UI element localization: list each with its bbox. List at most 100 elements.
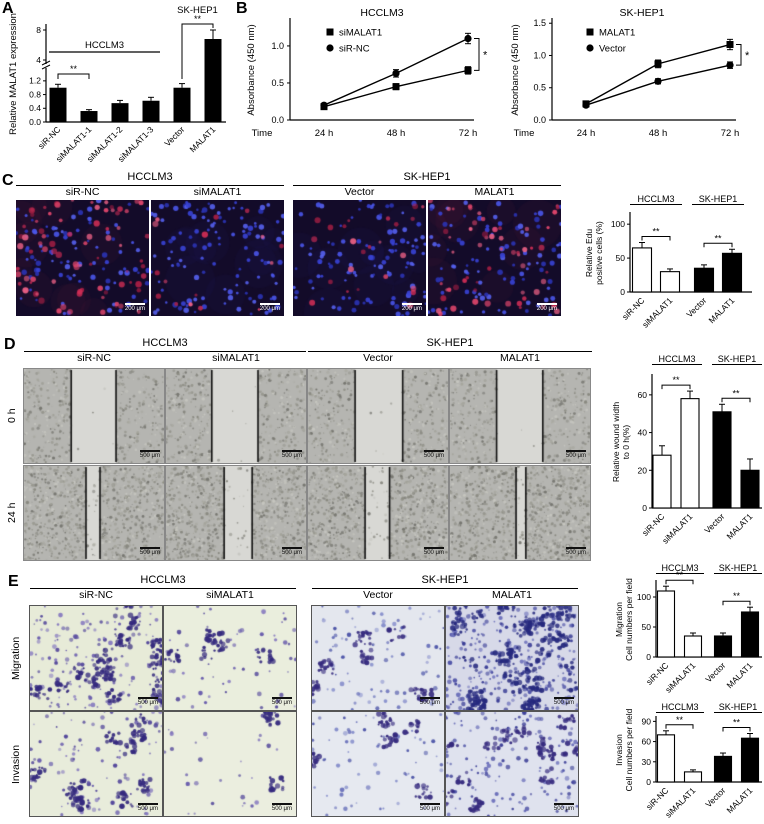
svg-text:72 h: 72 h — [459, 128, 478, 139]
panelC-col-simalat1: siMALAT1 — [193, 186, 242, 198]
svg-text:0: 0 — [620, 287, 625, 297]
edu-image-skhep1-malat1-canvas — [428, 200, 561, 316]
svg-text:Vector: Vector — [684, 295, 708, 319]
svg-text:1.0: 1.0 — [533, 50, 546, 60]
scale-bar: 200 μm — [402, 303, 422, 313]
transwell-image-sirnc-migration-canvas — [30, 606, 162, 710]
scale-bar: 500 μm — [138, 697, 158, 707]
scale-bar: 500 μm — [566, 547, 586, 557]
wound-image-malat1-24h-canvas — [450, 466, 590, 560]
svg-text:60: 60 — [642, 737, 652, 747]
panelC-col-vector: Vector — [344, 186, 375, 198]
svg-text:SK-HEP1: SK-HEP1 — [719, 563, 758, 573]
edu-image-hcclm3-sirnc-canvas — [16, 200, 149, 316]
svg-text:MALAT1: MALAT1 — [724, 511, 754, 541]
edu-image-skhep1-vector-canvas — [293, 200, 426, 316]
svg-text:MALAT1: MALAT1 — [187, 124, 217, 154]
svg-text:0.8: 0.8 — [29, 89, 41, 99]
svg-text:**: ** — [732, 388, 740, 398]
svg-text:MALAT1: MALAT1 — [724, 660, 754, 690]
transwell-image-sirnc-invasion-canvas — [30, 712, 162, 816]
scale-bar: 500 μm — [424, 450, 444, 460]
svg-text:siMALAT1: siMALAT1 — [640, 295, 675, 330]
panelD-col-sirnc: siR-NC — [77, 352, 111, 364]
svg-text:50: 50 — [616, 253, 626, 263]
svg-text:siR-NC: siR-NC — [644, 660, 670, 686]
edu-image-hcclm3-sirnc: 200 μm — [16, 200, 149, 316]
transwell-image-simalat1-migration: 500 μm — [163, 605, 297, 711]
wound-image-malat1-0h: 500 μm — [449, 368, 591, 464]
transwell-image-vector-migration: 500 μm — [311, 605, 445, 711]
scale-bar: 200 μm — [260, 303, 280, 313]
svg-text:40: 40 — [638, 428, 648, 438]
svg-text:30: 30 — [642, 757, 652, 767]
wound-image-sirnc-24h: 500 μm — [23, 465, 165, 561]
wound-image-vector-0h: 500 μm — [307, 368, 449, 464]
svg-text:HCCLM3: HCCLM3 — [360, 7, 403, 19]
panelD-header-hcclm3: HCCLM3 — [24, 337, 306, 352]
svg-text:Vector: Vector — [162, 124, 186, 148]
svg-text:**: ** — [733, 717, 741, 727]
svg-text:HCCLM3: HCCLM3 — [661, 702, 698, 712]
wound-image-sirnc-24h-canvas — [24, 466, 164, 560]
transwell-image-simalat1-invasion: 500 μm — [163, 711, 297, 817]
scale-bar: 200 μm — [125, 303, 145, 313]
panelD-col-vector: Vector — [363, 352, 393, 364]
scale-bar: 500 μm — [566, 450, 586, 460]
scale-bar: 500 μm — [554, 803, 574, 813]
panelC-header-skhep1: SK-HEP1 — [293, 171, 561, 186]
svg-text:SK-HEP1: SK-HEP1 — [699, 194, 738, 204]
svg-text:1.0: 1.0 — [271, 41, 284, 51]
transwell-image-malat1-migration: 500 μm — [445, 605, 579, 711]
svg-text:SK-HEP1: SK-HEP1 — [177, 5, 218, 16]
edu-image-hcclm3-simalat1: 200 μm — [151, 200, 284, 316]
scale-bar: 500 μm — [140, 547, 160, 557]
panel-label-D: D — [4, 336, 16, 353]
svg-text:*: * — [745, 50, 750, 62]
scale-bar: 500 μm — [272, 803, 292, 813]
svg-text:HCCLM3: HCCLM3 — [658, 354, 695, 364]
svg-text:MALAT1: MALAT1 — [599, 28, 635, 39]
svg-text:0.0: 0.0 — [29, 117, 41, 127]
wound-image-sirnc-0h: 500 μm — [23, 368, 165, 464]
panelE-col-malat1: MALAT1 — [491, 589, 533, 601]
svg-text:Vector: Vector — [703, 785, 727, 809]
panelE-header-hcclm3: HCCLM3 — [30, 574, 296, 589]
svg-text:24 h: 24 h — [577, 128, 596, 139]
transwell-image-sirnc-migration: 500 μm — [29, 605, 163, 711]
svg-text:Vector: Vector — [703, 660, 727, 684]
panelB-skhep1-cck8-line-chart: 0.0 0.5 1.0 1.5 24 h 48 h 72 h Time SK-HEP1 MALAT… — [510, 7, 750, 139]
svg-text:Absorbance (450 nm): Absorbance (450 nm) — [246, 24, 257, 115]
svg-text:Relative Edu: Relative Edu — [584, 229, 594, 277]
svg-text:**: ** — [714, 233, 722, 243]
wound-image-sirnc-0h-canvas — [24, 369, 164, 463]
transwell-image-vector-invasion: 500 μm — [311, 711, 445, 817]
svg-text:Vector: Vector — [599, 44, 626, 55]
svg-text:50: 50 — [642, 622, 652, 632]
svg-text:HCCLM3: HCCLM3 — [85, 40, 124, 51]
transwell-image-malat1-migration-canvas — [446, 606, 578, 710]
svg-text:Cell numbers per field: Cell numbers per field — [624, 578, 634, 661]
svg-text:*: * — [483, 49, 488, 61]
svg-text:siR-NC: siR-NC — [640, 511, 666, 537]
svg-text:100: 100 — [611, 219, 625, 229]
svg-text:0.4: 0.4 — [29, 103, 41, 113]
scale-bar: 500 μm — [272, 697, 292, 707]
wound-image-malat1-24h: 500 μm — [449, 465, 591, 561]
svg-text:siMALAT1: siMALAT1 — [339, 28, 382, 39]
svg-text:Cell numbers per field: Cell numbers per field — [624, 708, 634, 791]
panelD-col-simalat1: siMALAT1 — [212, 352, 260, 364]
svg-text:siR-NC: siR-NC — [339, 44, 370, 55]
svg-text:Absorbance (450 nm): Absorbance (450 nm) — [510, 24, 521, 115]
transwell-image-simalat1-invasion-canvas — [164, 712, 296, 816]
panelC-col-malat1: MALAT1 — [474, 186, 515, 198]
svg-text:48 h: 48 h — [387, 128, 406, 139]
svg-text:1.5: 1.5 — [533, 18, 546, 28]
wound-image-vector-24h: 500 μm — [307, 465, 449, 561]
panel-label-A: A — [2, 0, 14, 17]
svg-text:4: 4 — [36, 55, 41, 65]
panelD-col-malat1: MALAT1 — [499, 352, 541, 364]
